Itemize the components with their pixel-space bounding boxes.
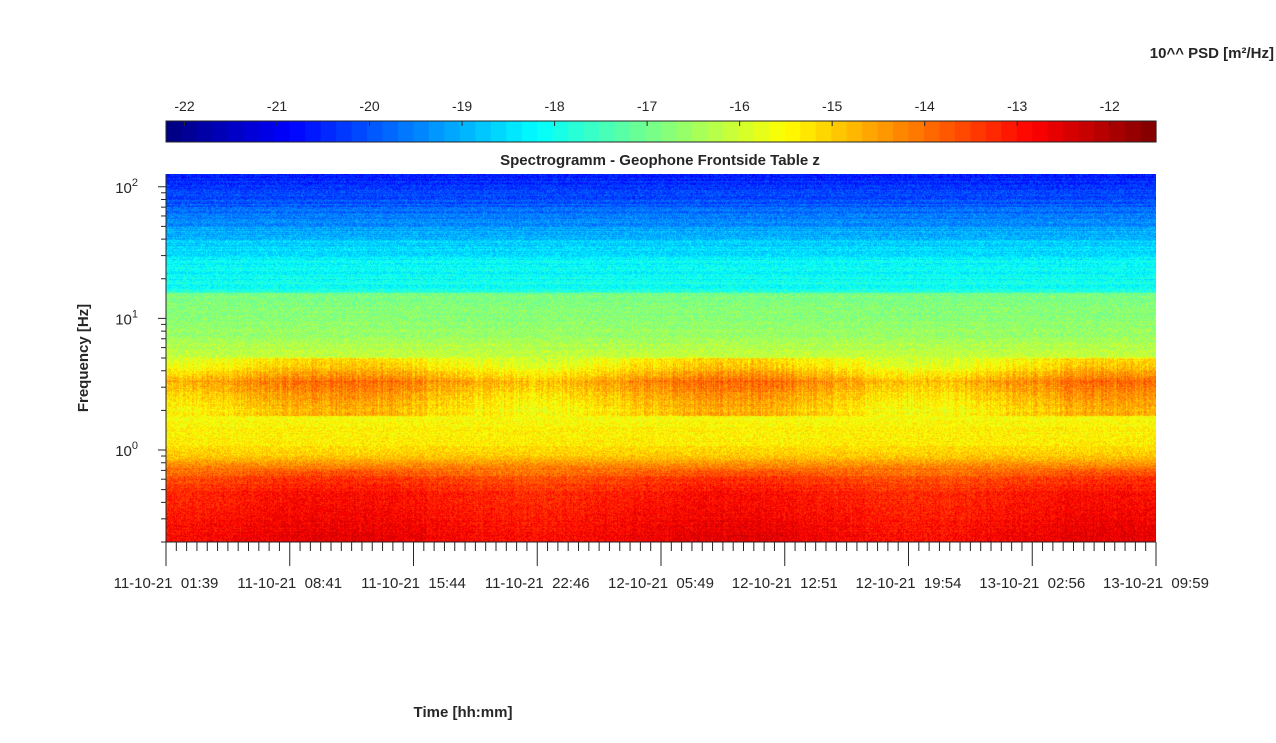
x-tick-label: 12-10-21 12:51 [732, 575, 838, 592]
x-tick-label: 13-10-21 09:59 [1103, 575, 1209, 592]
colorbar-segment [568, 121, 585, 142]
colorbar-segment [428, 121, 446, 142]
colorbar-segment [614, 121, 631, 142]
colorbar-tick-label: -14 [915, 98, 935, 114]
colorbar-segment [954, 121, 971, 142]
colorbar-segment [196, 121, 214, 142]
colorbar-segment [398, 121, 415, 142]
colorbar-segment [939, 121, 956, 142]
colorbar-frame [165, 120, 1157, 143]
colorbar-segment [212, 121, 229, 142]
colorbar-segment [583, 121, 600, 142]
colorbar-segment [1047, 121, 1064, 142]
colorbar-segment [351, 121, 368, 142]
colorbar-tick-label: -18 [544, 98, 564, 114]
colorbar-segment [1078, 121, 1095, 142]
colorbar-segment [676, 121, 693, 142]
colorbar-segment [1063, 121, 1080, 142]
colorbar-segment [537, 121, 554, 142]
colorbar-segment [831, 121, 848, 142]
y-tick-label: 101 [115, 308, 138, 328]
colorbar-tick-label: -17 [637, 98, 657, 114]
colorbar-segment [227, 121, 244, 142]
colorbar-tick-label: -19 [452, 98, 472, 114]
colorbar-segment [784, 121, 801, 142]
colorbar-segment [289, 121, 306, 142]
colorbar-segment [630, 121, 647, 142]
colorbar-tick-label: -16 [730, 98, 750, 114]
colorbar-segment [769, 121, 786, 142]
colorbar-tick-label: -21 [267, 98, 287, 114]
colorbar-segment [815, 121, 832, 142]
y-axis-label: Frequency [Hz] [75, 304, 92, 412]
spectrogram-heatmap [166, 174, 1156, 542]
colorbar-segment [1016, 121, 1033, 142]
colorbar-segment [970, 121, 987, 142]
chart-title: Spectrogramm - Geophone Frontside Table … [500, 152, 820, 169]
colorbar-tick-label: -15 [822, 98, 842, 114]
colorbar-segment [243, 121, 260, 142]
colorbar-segment [475, 121, 492, 142]
colorbar-segment [444, 121, 461, 142]
y-axis: 100 101 102 [115, 174, 167, 543]
colorbar-segment [305, 121, 322, 142]
colorbar-segment [1109, 121, 1126, 142]
x-tick-label: 11-10-21 01:39 [114, 575, 219, 592]
x-tick-label: 11-10-21 08:41 [237, 575, 342, 592]
colorbar-segment [985, 121, 1002, 142]
colorbar-segment [274, 121, 291, 142]
y-tick-label: 102 [115, 177, 138, 197]
colorbar-segment [645, 121, 662, 142]
colorbar-segment [413, 121, 430, 142]
colorbar-segment [753, 121, 770, 142]
colorbar-segment [1001, 121, 1018, 142]
colorbar-segment [521, 121, 538, 142]
plot-area [166, 174, 1156, 542]
colorbar-tick-label: -12 [1100, 98, 1120, 114]
colorbar-segment [599, 121, 616, 142]
colorbar-tick-label: -13 [1007, 98, 1027, 114]
colorbar-segment [1140, 121, 1157, 142]
x-tick-label: 11-10-21 15:44 [361, 575, 466, 592]
colorbar-segment [908, 121, 925, 142]
x-tick-label: 12-10-21 05:49 [608, 575, 714, 592]
colorbar-segment [490, 121, 507, 142]
x-tick-label: 13-10-21 02:56 [979, 575, 1085, 592]
colorbar-segment [382, 121, 399, 142]
colorbar-segment [800, 121, 817, 142]
colorbar-segment [1125, 121, 1142, 142]
colorbar [165, 120, 1157, 143]
colorbar-segment [506, 121, 523, 142]
colorbar-label: 10^^ PSD [m²/Hz] [1150, 45, 1274, 62]
colorbar-segment [459, 121, 476, 142]
x-axis-label: Time [hh:mm] [414, 704, 513, 721]
colorbar-segment [181, 121, 198, 142]
x-axis: 11-10-21 01:39 11-10-21 08:41 11-10-21 15:… [114, 541, 1209, 592]
colorbar-tick-label: -22 [174, 98, 194, 114]
colorbar-segment [862, 121, 879, 142]
colorbar-segment [661, 121, 678, 142]
colorbar-segment [722, 121, 739, 142]
colorbar-segment [1094, 121, 1111, 142]
colorbar-segment [336, 121, 353, 142]
colorbar-ticks: -22 -21 -20 -19 -18 -17 -16 -15 -14 -13 -12 [174, 98, 1120, 126]
colorbar-segment [552, 121, 569, 142]
colorbar-tick-label: -20 [359, 98, 379, 114]
colorbar-segment [166, 121, 183, 142]
colorbar-segment [738, 121, 755, 142]
colorbar-segment [1032, 121, 1049, 142]
colorbar-segment [923, 121, 941, 142]
colorbar-segment [893, 121, 910, 142]
colorbar-segment [877, 121, 894, 142]
colorbar-segment [691, 121, 709, 142]
colorbar-segment [367, 121, 384, 142]
colorbar-segment [258, 121, 275, 142]
colorbar-segment [707, 121, 724, 142]
y-tick-label: 100 [115, 440, 138, 460]
x-tick-label: 11-10-21 22:46 [485, 575, 590, 592]
colorbar-segment [846, 121, 863, 142]
colorbar-segment [320, 121, 337, 142]
x-tick-label: 12-10-21 19:54 [856, 575, 962, 592]
